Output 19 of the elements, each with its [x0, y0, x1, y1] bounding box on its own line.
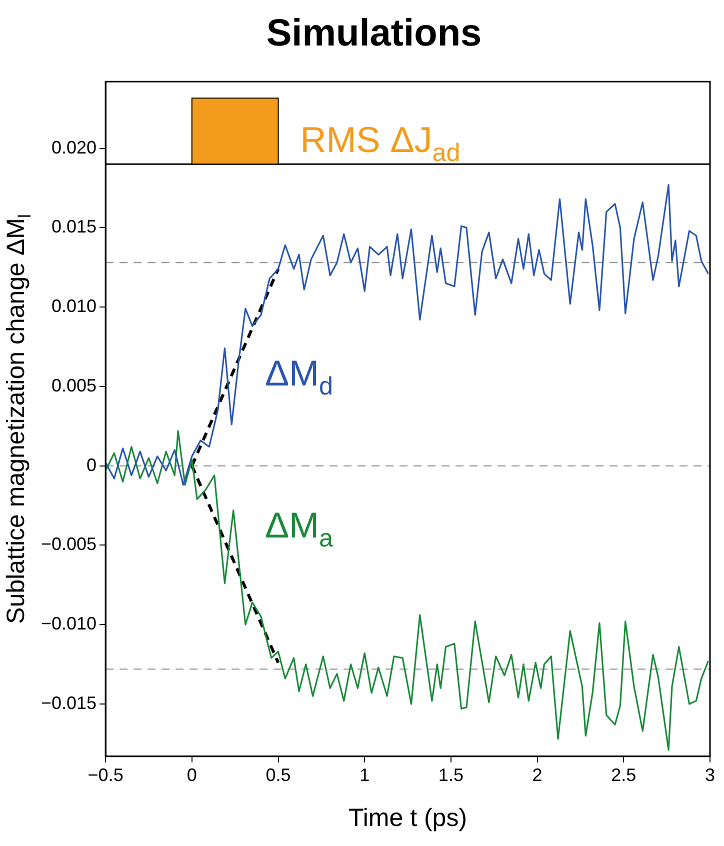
y-tick-label: 0.015 — [52, 216, 97, 237]
x-tick-label: −0.5 — [88, 765, 124, 786]
y-tick-label: −0.015 — [40, 692, 97, 713]
x-tick-label: 1.5 — [438, 765, 464, 786]
y-axis-title: Sublattice magnetization change ΔMl — [2, 214, 34, 624]
x-axis-title: Time t (ps) — [348, 804, 468, 832]
x-tick-label: 0.5 — [266, 765, 291, 786]
y-tick-label: 0.010 — [52, 296, 97, 316]
x-tick-label: 2.5 — [611, 765, 636, 786]
x-tick-label: 0 — [186, 765, 197, 786]
x-tick-label: 1 — [360, 765, 370, 786]
x-tick-label: 3 — [704, 765, 716, 786]
chart-title: Simulations — [266, 12, 482, 54]
x-tick-label: 2 — [532, 765, 542, 786]
y-tick-label: 0.020 — [52, 137, 97, 158]
y-tick-label: 0 — [86, 454, 97, 475]
y-tick-label: −0.005 — [40, 534, 97, 554]
y-tick-label: −0.010 — [40, 614, 97, 634]
y-tick-label: 0.005 — [52, 375, 97, 396]
